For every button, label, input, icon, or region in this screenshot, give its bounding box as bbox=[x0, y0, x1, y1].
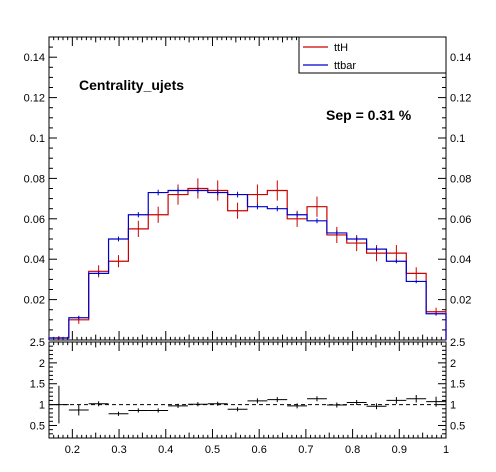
x-tick-label: 0.6 bbox=[252, 444, 267, 456]
ratio-y-tick-label-left: 1.5 bbox=[30, 379, 45, 391]
main-panel: 0.02 0.02 0.04 0.04 0.06 0.06 0.08 0.08 0.1 0.1 0.… bbox=[24, 36, 471, 341]
ratio-y-tick-label-left: 2 bbox=[39, 358, 45, 370]
chart-title: Centrality_ujets bbox=[79, 77, 184, 93]
ratio-series bbox=[49, 385, 446, 424]
y-tick-label-right: 0.04 bbox=[450, 254, 471, 266]
x-tick-label: 0.7 bbox=[298, 444, 313, 456]
legend-box bbox=[298, 36, 447, 74]
legend: ttH ttbar bbox=[298, 36, 447, 74]
y-tick-label-left: 0.1 bbox=[30, 133, 45, 145]
main-series bbox=[48, 178, 447, 340]
y-tick-label-right: 0.08 bbox=[450, 173, 471, 185]
y-tick-label-left: 0.02 bbox=[24, 295, 45, 307]
y-tick-label-right: 0.1 bbox=[450, 133, 465, 145]
y-tick-label-left: 0.12 bbox=[24, 93, 45, 105]
x-tick-label: 0.5 bbox=[205, 444, 220, 456]
y-tick-label-right: 0.02 bbox=[450, 295, 471, 307]
y-tick-label-left: 0.06 bbox=[24, 214, 45, 226]
y-tick-label-right: 0.14 bbox=[450, 52, 471, 64]
ratio-y-tick-label-right: 0.5 bbox=[450, 420, 465, 432]
ratio-panel: 0.5 0.51 11.5 1.52 22.5 2.50.2 0.3 0.4 0.5 0.6 0.7… bbox=[30, 337, 466, 456]
y-tick-label-left: 0.04 bbox=[24, 254, 45, 266]
legend-label-tth: ttH bbox=[334, 42, 348, 54]
histogram-ttbar bbox=[48, 189, 447, 340]
ratio-y-tick-label-right: 1 bbox=[450, 400, 456, 412]
x-tick-label: 0.9 bbox=[392, 444, 407, 456]
ratio-y-tick-label-left: 1 bbox=[39, 400, 45, 412]
ratio-axes: 0.5 0.51 11.5 1.52 22.5 2.50.2 0.3 0.4 0.5 0.6 0.7… bbox=[30, 337, 466, 456]
x-tick-label: 0.8 bbox=[345, 444, 360, 456]
y-tick-label-left: 0.14 bbox=[24, 52, 45, 64]
ratio-y-tick-label-right: 2 bbox=[450, 358, 456, 370]
ratio-y-tick-label-left: 2.5 bbox=[30, 337, 45, 349]
y-tick-label-left: 0.08 bbox=[24, 173, 45, 185]
ratio-y-tick-label-right: 1.5 bbox=[450, 379, 465, 391]
legend-label-ttbar: ttbar bbox=[334, 60, 356, 72]
ratio-frame bbox=[48, 341, 447, 439]
x-tick-label: 0.4 bbox=[158, 444, 173, 456]
x-tick-label: 1 bbox=[443, 444, 449, 456]
ratio-y-tick-label-left: 0.5 bbox=[30, 420, 45, 432]
y-tick-label-right: 0.12 bbox=[450, 93, 471, 105]
x-tick-label: 0.3 bbox=[111, 444, 126, 456]
separation-annotation: Sep = 0.31 % bbox=[326, 107, 412, 123]
x-tick-label: 0.2 bbox=[65, 444, 80, 456]
y-tick-label-right: 0.06 bbox=[450, 214, 471, 226]
ratio-y-tick-label-right: 2.5 bbox=[450, 337, 465, 349]
